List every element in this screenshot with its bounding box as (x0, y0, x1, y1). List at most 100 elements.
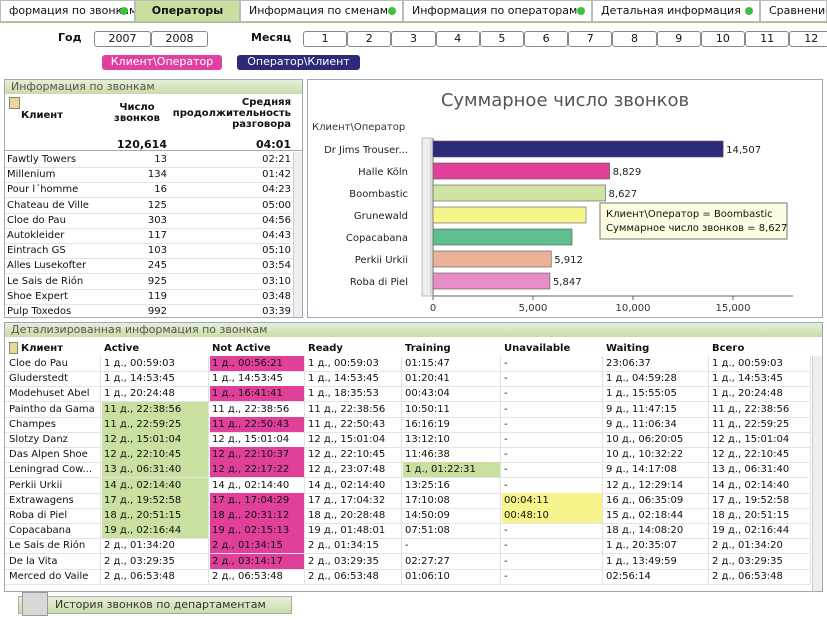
tab[interactable]: Сравнение (760, 0, 827, 22)
client-name: Alles Lusekofter (7, 260, 87, 272)
year-option[interactable]: 2008 (151, 31, 208, 47)
table-cell: 9 д., 14:17:08 (604, 462, 709, 478)
avg-duration: 04:43 (262, 230, 291, 241)
table-cell: 23:06:37 (604, 356, 709, 371)
table-cell: 00:04:11 (502, 492, 603, 508)
value-label: 5,847 (553, 277, 582, 288)
column-header: Средняя продолжительность разговора (172, 97, 291, 130)
avg-duration: 04:56 (262, 214, 291, 226)
row-line (5, 167, 293, 168)
table-cell: 17 д., 19:52:58 (102, 492, 209, 508)
table-cell: 18 д., 14:08:20 (604, 523, 709, 539)
table-cell: 14 д., 02:14:40 (710, 477, 811, 493)
table-cell: 11 д., 22:38:56 (102, 401, 209, 417)
year-option[interactable]: 2007 (94, 31, 151, 47)
tooltip-line: Суммарное число звонков = 8,627 (606, 223, 787, 234)
table-cell: 1 д., 15:55:05 (604, 386, 709, 402)
table-cell: - (502, 356, 603, 371)
table-cell: 10 д., 06:20:05 (604, 432, 709, 447)
month-option[interactable]: 3 (391, 31, 436, 47)
table-cell: - (502, 477, 603, 493)
table-cell: 13:12:10 (403, 432, 501, 447)
category-label: Copacabana (346, 233, 408, 244)
table-cell: 01:06:10 (403, 568, 501, 584)
value-label: 8,627 (609, 189, 638, 200)
column-header: Клиент (21, 343, 63, 354)
row-line (5, 477, 810, 479)
row-line (5, 492, 810, 494)
row-line (5, 197, 293, 199)
table-cell: 01:15:47 (403, 356, 501, 371)
footer-button[interactable]: История звонков по департаментам (18, 596, 292, 614)
scrollbar[interactable] (421, 137, 432, 297)
sort-icon[interactable] (9, 97, 20, 109)
tooltip-line: Клиент\Оператор = Boombastic (606, 209, 773, 220)
status-dot (745, 7, 753, 15)
tab[interactable]: формация по звонкам (0, 0, 135, 22)
bar (432, 184, 606, 202)
tab-label: Информация по операторам (412, 4, 578, 17)
month-option[interactable]: 10 (700, 31, 745, 47)
table-cell: 11 д., 22:59:25 (102, 416, 209, 432)
tab[interactable]: Информация по операторам (403, 0, 592, 22)
avg-duration: 02:21 (262, 154, 291, 165)
x-tick-label: 5,000 (519, 303, 548, 314)
table-cell: 1 д., 14:53:45 (210, 371, 305, 387)
month-option[interactable]: 12 (789, 31, 827, 47)
table-cell: Slotzy Danz (7, 432, 101, 447)
table-cell: Cloe do Pau (7, 356, 101, 371)
table-cell: 1 д., 00:59:03 (710, 356, 811, 371)
client-name: Pulp Toxedos (7, 306, 72, 317)
tab[interactable]: Информация по сменам (240, 0, 403, 22)
x-tick-label: 0 (430, 303, 436, 314)
table-cell: 16 д., 06:35:09 (604, 492, 709, 508)
month-option[interactable]: 5 (479, 31, 524, 47)
table-cell: 13 д., 06:31:40 (710, 462, 811, 478)
column-header: Ready (308, 343, 343, 354)
month-option[interactable]: 2 (347, 31, 392, 47)
column-header: Waiting (606, 343, 650, 354)
avg-duration: 03:39 (262, 306, 291, 317)
month-option[interactable]: 9 (656, 31, 701, 47)
table-cell: 02:56:14 (604, 568, 709, 584)
month-option[interactable]: 1 (303, 31, 348, 47)
table-cell: 1 д., 20:35:07 (604, 538, 709, 554)
table-cell: 14 д., 02:14:40 (306, 477, 402, 493)
table-cell: 10:50:11 (403, 401, 501, 417)
table-cell: 00:43:04 (403, 386, 501, 402)
table-cell: 1 д., 18:35:53 (306, 386, 402, 402)
table-cell: 12 д., 22:10:45 (306, 447, 402, 463)
category-label: Halle Köln (358, 167, 408, 178)
month-option[interactable]: 8 (612, 31, 657, 47)
client-name: Autokleider (7, 230, 65, 241)
table-cell: 12 д., 22:10:37 (210, 447, 305, 463)
view-button[interactable]: Клиент\Оператор (102, 55, 222, 70)
bar (432, 228, 573, 246)
table-cell: 2 д., 06:53:48 (306, 568, 402, 584)
sort-icon[interactable] (9, 342, 18, 354)
month-option[interactable]: 6 (524, 31, 569, 47)
row-line (5, 507, 810, 509)
month-option[interactable]: 7 (568, 31, 613, 47)
table-cell: 12 д., 12:29:14 (604, 477, 709, 493)
column-header: Число звонков (114, 102, 160, 124)
row-line (5, 583, 810, 585)
table-cell: 11 д., 22:38:56 (710, 401, 811, 417)
table-cell: 1 д., 00:56:21 (210, 356, 305, 371)
month-option[interactable]: 4 (435, 31, 480, 47)
call-count: 13 (154, 154, 167, 165)
table-cell: Merced do Vaile (7, 568, 101, 584)
month-option[interactable]: 11 (745, 31, 790, 47)
panel-title: Детализированная информация по звонкам (5, 323, 822, 337)
scrollbar[interactable] (293, 152, 302, 317)
view-button[interactable]: Оператор\Клиент (237, 55, 360, 70)
scrollbar[interactable] (812, 356, 822, 591)
avg-duration: 03:48 (262, 290, 291, 302)
row-line (5, 523, 810, 524)
category-label: Dr Jims Trouser... (324, 145, 408, 156)
tab[interactable]: Операторы (135, 0, 240, 22)
tab[interactable]: Детальная информация (592, 0, 760, 22)
row-line (5, 273, 293, 275)
table-cell: 11 д., 22:38:56 (210, 401, 305, 417)
